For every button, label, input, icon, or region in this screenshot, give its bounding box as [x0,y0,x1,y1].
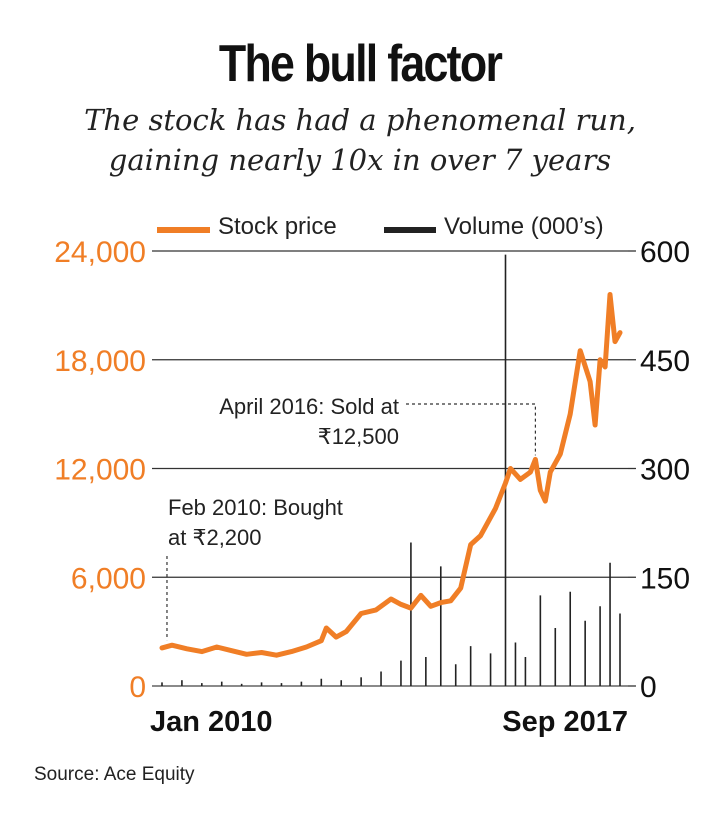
legend-label-volume: Volume (000’s) [444,213,604,240]
chart-title: The bull factor [218,35,503,93]
stock-price-point [244,652,249,657]
stock-price-point [613,339,617,344]
stock-price-point [493,506,498,511]
stock-price-point [200,649,204,654]
chart-subtitle: The stock has had a phenomenal run, gain… [0,100,720,180]
stock-price-point [588,379,592,384]
stock-price-point [518,477,523,482]
annotation-buy-line-1: Feb 2010: Bought [168,495,343,520]
stock-price-point [438,600,443,605]
annotation-buy-line-2: at ₹2,200 [168,525,262,550]
stock-price-point [214,645,219,649]
stock-price-point [259,650,264,655]
source-note: Source: Ace Equity [34,764,195,785]
stock-price-point [289,649,294,654]
stock-price-point [274,653,279,657]
legend-label-stock-price: Stock price [218,213,337,240]
stock-price-point [478,533,483,538]
annotation-sell-line-1: April 2016: Sold at [219,394,399,419]
stock-price-point [568,412,573,416]
y-right-tick-label: 300 [640,454,690,487]
stock-price-point [185,647,189,651]
stock-price-point [593,423,597,427]
stock-price-point [374,608,378,612]
stock-price-point [359,611,363,616]
stock-price-point [608,292,612,297]
y-left-tick-label: 12,000 [54,454,146,487]
stock-price-point [419,593,423,598]
stock-price-point [533,457,538,462]
y-left-tick-label: 6,000 [71,562,146,595]
y-left-tick-label: 18,000 [54,345,146,378]
x-tick-label: Sep 2017 [502,706,628,738]
y-right-tick-label: 0 [640,671,657,704]
stock-price-line [159,292,623,658]
y-right-tick-label: 450 [640,345,690,378]
stock-price-point [429,604,433,609]
stock-price-point [344,629,348,634]
annotation-leader-sell [406,403,537,456]
stock-price-point [160,646,164,650]
stock-price-point [578,348,582,353]
stock-price-point [558,452,563,456]
stock-price-point [324,626,329,630]
stock-price-point [543,499,548,503]
stock-price-point [528,470,533,474]
stock-price-point [229,648,234,653]
stock-price-point [389,597,393,601]
stock-price-point [548,470,553,474]
y-left-tick-label: 24,000 [54,236,146,269]
stock-price-point [508,466,513,471]
subtitle-line-2: gaining nearly 10x in over 7 years [108,143,612,177]
stock-price-point [448,599,453,603]
stock-price-point [618,330,622,335]
x-tick-label: Jan 2010 [150,706,273,738]
stock-price-point [503,481,508,485]
stock-price-point [334,635,339,639]
subtitle-line-1: The stock has had a phenomenal run, [84,103,636,137]
stock-price-point [468,542,473,547]
stock-price-point [170,643,174,648]
annotation-sell-line-2: ₹12,500 [318,424,399,449]
y-right-tick-label: 600 [640,236,690,269]
stock-price-point [458,586,463,590]
y-right-tick-label: 150 [640,562,690,595]
stock-price-point [319,638,324,643]
stock-price-point [538,488,543,493]
stock-price-point [409,606,413,610]
stock-price-point [603,365,607,369]
stock-price-point [304,645,309,649]
stock-price-point [399,602,403,607]
stock-price-point [598,357,602,362]
y-left-tick-label: 0 [129,671,146,704]
